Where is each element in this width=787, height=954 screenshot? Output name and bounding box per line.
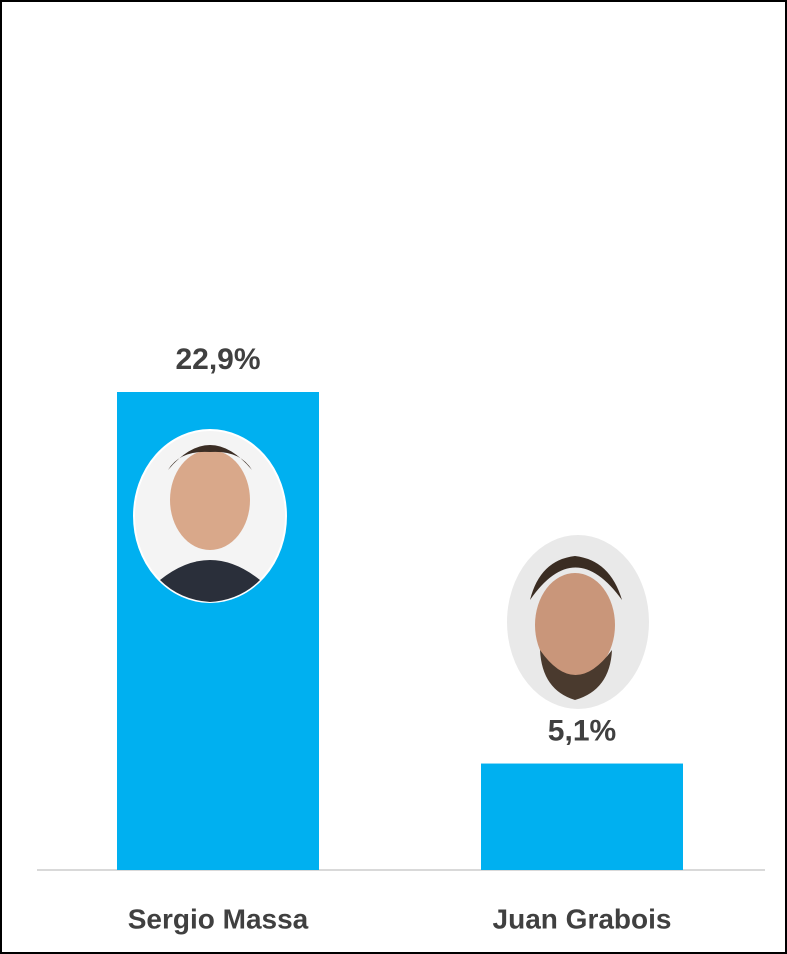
bar xyxy=(481,763,683,870)
value-label: 22,9% xyxy=(175,343,260,376)
category-label: Sergio Massa xyxy=(128,903,309,934)
value-label: 5,1% xyxy=(548,714,616,747)
photo xyxy=(133,429,287,603)
category-label: Juan Grabois xyxy=(493,903,672,934)
photo xyxy=(505,533,651,711)
